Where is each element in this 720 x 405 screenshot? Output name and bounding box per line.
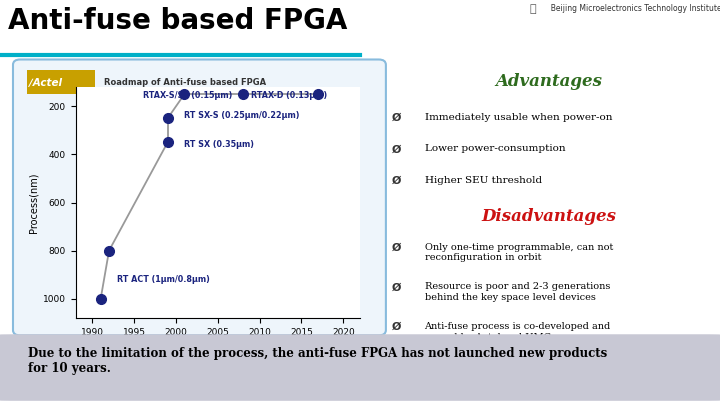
Text: Anti-fuse process is co-developed and
owned by Actel and UMC: Anti-fuse process is co-developed and ow… — [425, 322, 611, 341]
Y-axis label: Process(nm): Process(nm) — [29, 172, 39, 233]
Text: Ø: Ø — [392, 282, 401, 292]
FancyBboxPatch shape — [13, 60, 386, 335]
Text: RTAX-S/SL (0.15μm): RTAX-S/SL (0.15μm) — [143, 91, 232, 100]
Text: Ø: Ø — [392, 322, 401, 332]
Text: Disadvantages: Disadvantages — [482, 208, 616, 225]
Text: Only one-time programmable, can not
reconfiguration in orbit: Only one-time programmable, can not reco… — [425, 243, 613, 262]
FancyBboxPatch shape — [0, 334, 720, 401]
Bar — [27, 70, 96, 94]
Text: Ø: Ø — [392, 145, 401, 154]
Text: Lower power-consumption: Lower power-consumption — [425, 145, 565, 153]
Text: Ø: Ø — [392, 243, 401, 253]
Text: RT SX-S (0.25μm/0.22μm): RT SX-S (0.25μm/0.22μm) — [184, 111, 300, 120]
Text: Higher SEU threshold: Higher SEU threshold — [425, 176, 541, 185]
Text: RT ACT (1μm/0.8μm): RT ACT (1μm/0.8μm) — [117, 275, 210, 284]
Text: Beijing Microelectronics Technology Institute: Beijing Microelectronics Technology Inst… — [546, 4, 720, 13]
Text: Anti-fuse based FPGA: Anti-fuse based FPGA — [8, 7, 347, 35]
Text: RTAX-D (0.13μm): RTAX-D (0.13μm) — [251, 91, 328, 100]
Text: Immediately usable when power-on: Immediately usable when power-on — [425, 113, 612, 121]
Text: ∕Actel: ∕Actel — [29, 77, 62, 87]
Text: Advantages: Advantages — [495, 73, 603, 90]
Text: Resource is poor and 2-3 generations
behind the key space level devices: Resource is poor and 2-3 generations beh… — [425, 282, 610, 302]
Text: RT SX (0.35μm): RT SX (0.35μm) — [184, 140, 254, 149]
Text: ⓐ: ⓐ — [530, 4, 536, 14]
X-axis label: Year: Year — [205, 341, 230, 351]
Text: Ø: Ø — [392, 176, 401, 186]
Text: Roadmap of Anti-fuse based FPGA: Roadmap of Anti-fuse based FPGA — [104, 77, 266, 87]
Text: Ø: Ø — [392, 113, 401, 123]
Text: Due to the limitation of the process, the anti-fuse FPGA has not launched new pr: Due to the limitation of the process, th… — [28, 347, 608, 375]
